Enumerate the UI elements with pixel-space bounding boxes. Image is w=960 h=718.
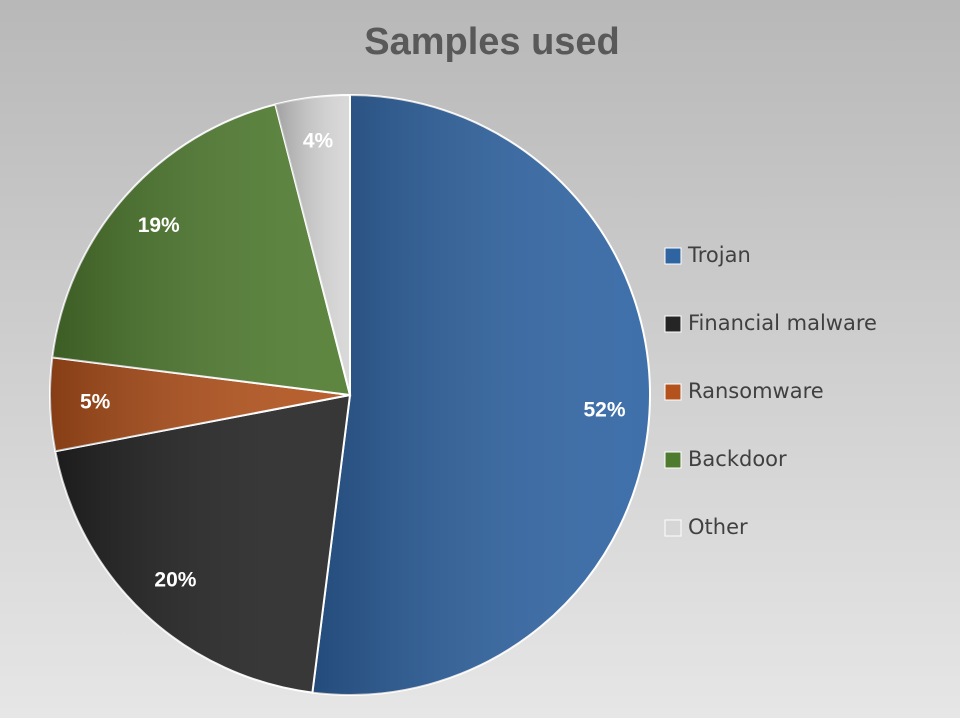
value-label: 5% <box>80 391 111 414</box>
legend-label: Financial malware <box>688 311 877 335</box>
value-label: 19% <box>138 214 180 237</box>
legend-swatch <box>664 519 682 537</box>
legend-swatch <box>664 315 682 333</box>
legend-swatch <box>664 247 682 265</box>
chart-title: Samples used <box>364 21 620 63</box>
slice-shade <box>49 357 350 452</box>
legend-label: Ransomware <box>688 379 824 403</box>
legend-label: Backdoor <box>688 447 787 471</box>
value-label: 20% <box>154 568 196 591</box>
legend-label: Trojan <box>687 243 751 267</box>
slice-shade <box>52 104 350 395</box>
value-label: 52% <box>583 399 625 422</box>
value-label: 4% <box>303 130 334 153</box>
legend-swatch <box>664 383 682 401</box>
slice-shade <box>275 95 350 395</box>
legend-label: Other <box>688 515 748 539</box>
legend-swatch <box>664 451 682 469</box>
slice-shade <box>312 95 650 695</box>
slice-shade <box>55 395 351 693</box>
